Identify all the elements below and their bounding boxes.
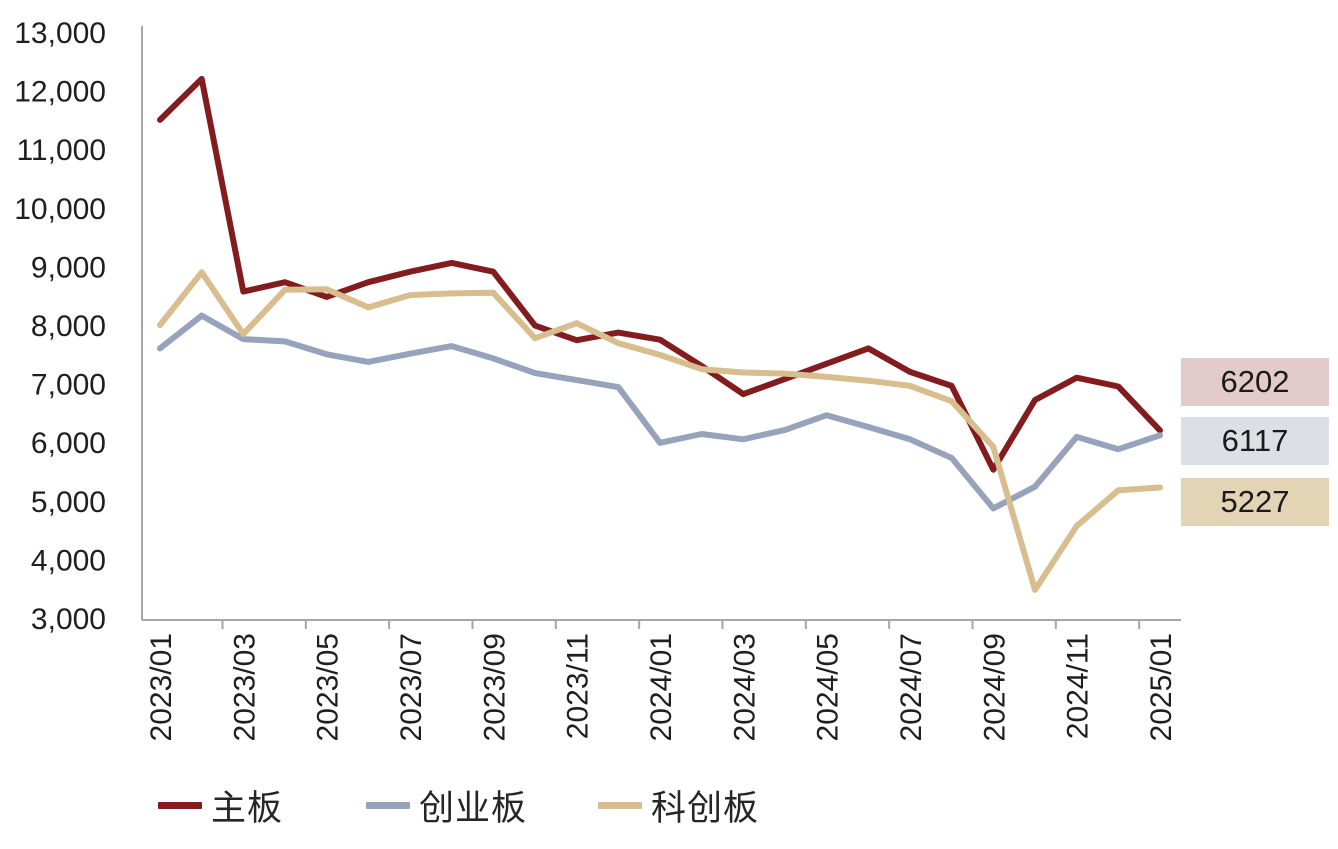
y-axis-label: 10,000 — [14, 193, 106, 226]
series-line-chinext — [157, 312, 1163, 512]
legend-label-main-board: 主板 — [211, 788, 284, 828]
x-axis-label: 2023/01 — [145, 633, 178, 741]
legend-item-main-board: 主板 — [158, 782, 283, 828]
x-axis-label: 2023/03 — [228, 633, 261, 741]
x-axis-label: 2023/11 — [562, 633, 595, 739]
legend-item-chinext: 创业板 — [366, 782, 527, 828]
series-line-star-market — [157, 269, 1163, 593]
y-axis-label: 13,000 — [14, 17, 106, 50]
legend-swatch-star-market — [598, 801, 642, 809]
y-axis-label: 7,000 — [31, 369, 106, 402]
y-axis-label: 8,000 — [31, 310, 106, 343]
y-axis-label: 12,000 — [14, 76, 106, 109]
x-axis-label: 2024/11 — [1062, 633, 1095, 739]
x-axis-label: 2024/07 — [895, 633, 928, 741]
y-axis-label: 6,000 — [31, 427, 106, 460]
x-axis-label: 2024/05 — [812, 633, 845, 741]
end-value-badge-star-market: 5227 — [1181, 478, 1329, 526]
legend-label-star-market: 科创板 — [651, 788, 760, 828]
y-axis-label: 11,000 — [16, 134, 106, 167]
x-axis-label: 2024/03 — [728, 633, 761, 741]
legend-label-chinext: 创业板 — [419, 788, 528, 828]
y-axis-label: 3,000 — [31, 603, 106, 636]
x-axis-label: 2024/01 — [645, 633, 678, 741]
legend-swatch-chinext — [366, 801, 410, 809]
x-axis-label: 2023/09 — [478, 633, 511, 741]
end-value-badge-main-board: 6202 — [1181, 358, 1329, 406]
x-axis-label: 2023/07 — [395, 633, 428, 741]
legend-swatch-main-board — [158, 801, 202, 809]
y-axis-label: 9,000 — [31, 251, 106, 284]
y-axis-label: 5,000 — [31, 486, 106, 519]
x-axis-label: 2023/05 — [312, 633, 345, 741]
legend-item-star-market: 科创板 — [598, 782, 759, 828]
y-axis-label: 4,000 — [31, 544, 106, 577]
series-line-main-board — [157, 75, 1163, 473]
x-axis-label: 2024/09 — [978, 633, 1011, 741]
x-axis-label: 2025/01 — [1145, 633, 1178, 741]
end-value-badge-chinext: 6117 — [1181, 417, 1329, 465]
